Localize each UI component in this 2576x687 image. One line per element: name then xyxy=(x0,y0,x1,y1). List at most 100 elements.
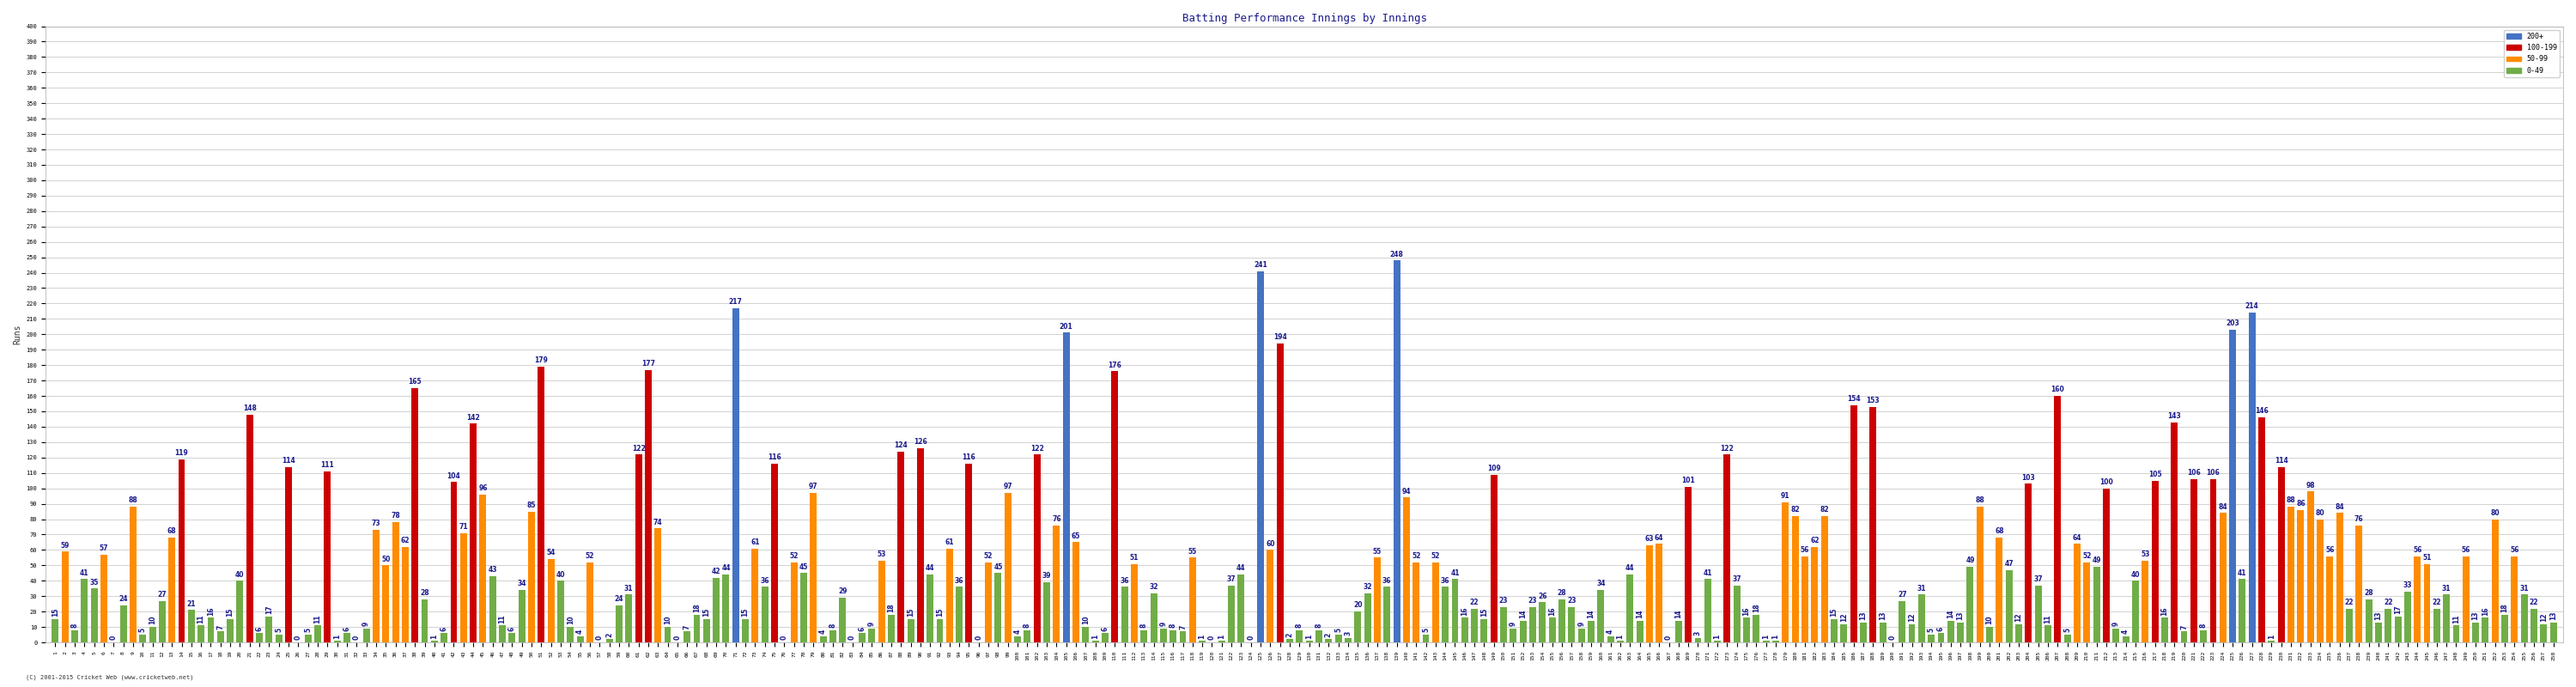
Text: 6: 6 xyxy=(1937,627,1945,631)
Text: 1: 1 xyxy=(1218,634,1226,638)
Bar xyxy=(507,633,515,642)
Bar xyxy=(1198,641,1206,642)
Text: 44: 44 xyxy=(925,565,935,572)
Text: 31: 31 xyxy=(2519,585,2530,592)
Text: 10: 10 xyxy=(149,616,157,624)
Bar xyxy=(1422,635,1430,642)
Text: 0: 0 xyxy=(672,635,680,640)
Text: 1: 1 xyxy=(1198,634,1206,638)
Bar xyxy=(742,619,750,642)
Bar xyxy=(1909,624,1914,642)
Bar xyxy=(1306,641,1314,642)
Text: 36: 36 xyxy=(1121,577,1128,585)
Text: 5: 5 xyxy=(2063,628,2071,632)
Bar xyxy=(1839,624,1847,642)
Bar xyxy=(1713,641,1721,642)
Bar xyxy=(2084,562,2089,642)
Text: 179: 179 xyxy=(533,357,549,364)
Bar xyxy=(52,619,59,642)
Text: 53: 53 xyxy=(876,551,886,559)
Bar xyxy=(1141,630,1146,642)
Bar xyxy=(72,630,77,642)
Text: 6: 6 xyxy=(1100,627,1108,631)
Text: 52: 52 xyxy=(1412,552,1419,560)
Text: 64: 64 xyxy=(2074,534,2081,541)
Text: 8: 8 xyxy=(1023,623,1030,628)
Text: 1: 1 xyxy=(1092,634,1100,638)
Bar xyxy=(2182,631,2187,642)
Bar xyxy=(1092,641,1100,642)
Text: 52: 52 xyxy=(791,552,799,560)
Text: 31: 31 xyxy=(1917,585,1927,592)
Text: 111: 111 xyxy=(319,462,335,469)
Text: 88: 88 xyxy=(1976,497,1984,504)
Text: 41: 41 xyxy=(1703,569,1713,577)
Text: 100: 100 xyxy=(2099,478,2112,486)
Bar xyxy=(518,590,526,642)
Legend: 200+, 100-199, 50-99, 0-49: 200+, 100-199, 50-99, 0-49 xyxy=(2504,30,2561,77)
Bar xyxy=(227,619,234,642)
Bar xyxy=(1481,619,1486,642)
Y-axis label: Runs: Runs xyxy=(13,324,21,344)
Text: 62: 62 xyxy=(1811,537,1819,545)
Bar xyxy=(121,605,126,642)
Bar xyxy=(1218,641,1226,642)
Text: 7: 7 xyxy=(2179,624,2187,629)
Bar xyxy=(80,579,88,642)
Text: 62: 62 xyxy=(402,537,410,545)
Text: 17: 17 xyxy=(2393,605,2401,614)
Text: 14: 14 xyxy=(1674,609,1682,618)
Text: 65: 65 xyxy=(1072,532,1079,540)
Bar xyxy=(819,636,827,642)
Text: 86: 86 xyxy=(2295,500,2306,508)
Bar xyxy=(489,576,497,642)
Bar xyxy=(100,554,108,642)
Bar xyxy=(1180,631,1185,642)
Bar xyxy=(2277,466,2285,642)
Text: 15: 15 xyxy=(227,608,234,617)
Bar xyxy=(889,615,894,642)
Text: 7: 7 xyxy=(216,624,224,629)
Bar xyxy=(500,625,505,642)
Text: 78: 78 xyxy=(392,513,399,520)
Text: 142: 142 xyxy=(466,414,479,421)
Bar xyxy=(732,308,739,642)
Text: 88: 88 xyxy=(129,497,137,504)
Text: 11: 11 xyxy=(2045,614,2053,623)
Bar xyxy=(255,633,263,642)
Text: 41: 41 xyxy=(80,569,90,577)
Text: 16: 16 xyxy=(1548,607,1556,616)
Text: 11: 11 xyxy=(500,614,507,623)
Bar xyxy=(2522,595,2527,642)
Text: 12: 12 xyxy=(2014,613,2022,622)
Text: 18: 18 xyxy=(693,603,701,612)
Text: 84: 84 xyxy=(2334,503,2344,510)
Bar xyxy=(2298,510,2303,642)
Bar xyxy=(1373,558,1381,642)
Bar xyxy=(2249,313,2257,642)
Bar xyxy=(1005,493,1012,642)
Text: 56: 56 xyxy=(2326,546,2334,554)
Text: 24: 24 xyxy=(616,596,623,603)
Text: 146: 146 xyxy=(2254,407,2269,415)
Bar xyxy=(945,548,953,642)
Bar xyxy=(587,562,592,642)
Text: 6: 6 xyxy=(440,627,448,631)
Text: 15: 15 xyxy=(1481,608,1489,617)
Bar xyxy=(1324,640,1332,642)
Text: 8: 8 xyxy=(829,623,837,628)
Bar xyxy=(1443,587,1448,642)
Text: 22: 22 xyxy=(2432,598,2442,606)
Bar xyxy=(956,587,963,642)
Text: 126: 126 xyxy=(914,438,927,446)
Text: 13: 13 xyxy=(1958,611,1965,620)
Bar xyxy=(1587,621,1595,642)
Text: 14: 14 xyxy=(1947,609,1955,618)
Text: 13: 13 xyxy=(2550,611,2558,620)
Text: 5: 5 xyxy=(1927,628,1935,632)
Bar xyxy=(567,627,574,642)
Text: 201: 201 xyxy=(1059,323,1074,330)
Bar xyxy=(2308,491,2313,642)
Bar xyxy=(2053,396,2061,642)
Text: 84: 84 xyxy=(2218,503,2228,510)
